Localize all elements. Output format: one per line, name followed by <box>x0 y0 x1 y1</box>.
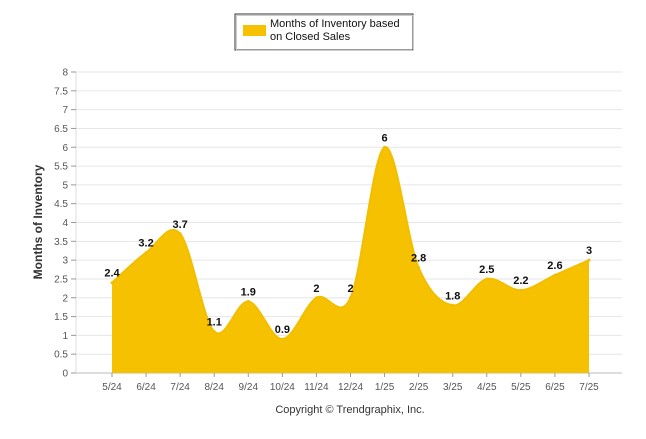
y-tick-label: 7.5 <box>54 86 68 97</box>
y-tick-label: 5 <box>62 180 68 191</box>
legend-label-line2: on Closed Sales <box>270 31 351 43</box>
x-tick-label: 6/24 <box>136 382 156 393</box>
x-tick-label: 8/24 <box>204 382 224 393</box>
data-point <box>212 330 216 334</box>
data-label: 1.1 <box>207 317 222 329</box>
x-tick-label: 7/24 <box>170 382 190 393</box>
data-label: 1.9 <box>241 287 256 299</box>
y-tick-label: 0 <box>62 369 68 380</box>
x-tick-label: 9/24 <box>239 382 259 393</box>
data-point <box>110 281 114 285</box>
data-label: 2.2 <box>513 275 528 287</box>
data-point <box>417 266 421 270</box>
y-tick-label: 1.5 <box>54 312 68 323</box>
legend: Months of Inventory based on Closed Sale… <box>234 13 414 51</box>
x-tick-label: 10/24 <box>270 382 295 393</box>
copyright-text: Copyright © Trendgraphix, Inc. <box>275 404 424 416</box>
data-point <box>349 296 352 300</box>
data-point <box>451 303 455 307</box>
data-label: 2.8 <box>411 253 426 265</box>
series-line <box>111 146 590 341</box>
data-label: 3 <box>586 245 592 257</box>
x-tick-label: 3/25 <box>443 382 463 393</box>
plot-area <box>110 145 591 373</box>
x-tick-label: 1/25 <box>375 382 395 393</box>
y-tick-label: 1 <box>62 331 68 342</box>
x-tick-label: 2/25 <box>409 382 429 393</box>
x-tick-label: 5/25 <box>511 382 531 393</box>
y-axis-title: Months of Inventory <box>31 164 45 279</box>
y-tick-label: 6.5 <box>54 124 68 135</box>
series-area <box>112 147 589 373</box>
data-point <box>383 145 387 149</box>
y-tick-label: 7 <box>62 105 68 116</box>
x-tick-label: 11/24 <box>304 382 329 393</box>
legend-box-inner <box>236 15 414 51</box>
data-point <box>485 277 489 281</box>
y-tick-label: 4 <box>62 218 68 229</box>
data-point <box>553 273 557 277</box>
y-tick-label: 3.5 <box>54 237 68 248</box>
legend-label-line1: Months of Inventory based <box>270 18 400 30</box>
x-tick-label: 7/25 <box>579 382 599 393</box>
data-label: 0.9 <box>275 324 290 336</box>
x-axis-ticks: 5/24 6/24 7/24 8/24 9/24 10/24 11/24 12/24 1/25 2… <box>102 373 599 393</box>
data-label: 6 <box>382 132 388 144</box>
data-point <box>280 337 284 341</box>
x-tick-label: 6/25 <box>545 382 565 393</box>
data-label: 2.4 <box>104 268 120 280</box>
data-point <box>519 288 523 292</box>
data-label: 2 <box>347 283 353 295</box>
x-tick-label: 12/24 <box>338 382 363 393</box>
y-tick-label: 2.5 <box>54 274 68 285</box>
data-point <box>246 300 250 304</box>
data-label: 1.8 <box>445 290 460 302</box>
x-tick-label: 5/24 <box>102 382 122 393</box>
x-tick-label: 4/25 <box>477 382 497 393</box>
data-label: 2.6 <box>547 260 562 272</box>
data-point <box>178 232 182 236</box>
y-axis-ticks: 0 0.5 1 1.5 2 2.5 3 3.5 4 4.5 5 5.5 6 6.5 7 7.5 8 <box>54 68 76 380</box>
y-tick-label: 4.5 <box>54 199 68 210</box>
y-tick-label: 2 <box>62 293 68 304</box>
legend-swatch <box>243 25 266 36</box>
data-label: 3.2 <box>138 238 153 250</box>
y-tick-label: 5.5 <box>54 162 68 173</box>
y-tick-label: 6 <box>62 143 68 154</box>
y-tick-label: 0.5 <box>54 350 68 361</box>
y-tick-label: 8 <box>62 68 68 79</box>
data-label: 2.5 <box>479 264 494 276</box>
y-tick-label: 3 <box>62 256 68 267</box>
data-point <box>314 296 318 300</box>
data-label: 2 <box>313 283 319 295</box>
data-point <box>587 258 591 262</box>
data-point <box>144 251 148 255</box>
data-labels: 2.4 3.2 3.7 1.1 1.9 0.9 2 2 6 2.8 1.8 2.5 2.2 2.6 3 <box>104 132 592 336</box>
data-label: 3.7 <box>172 219 187 231</box>
